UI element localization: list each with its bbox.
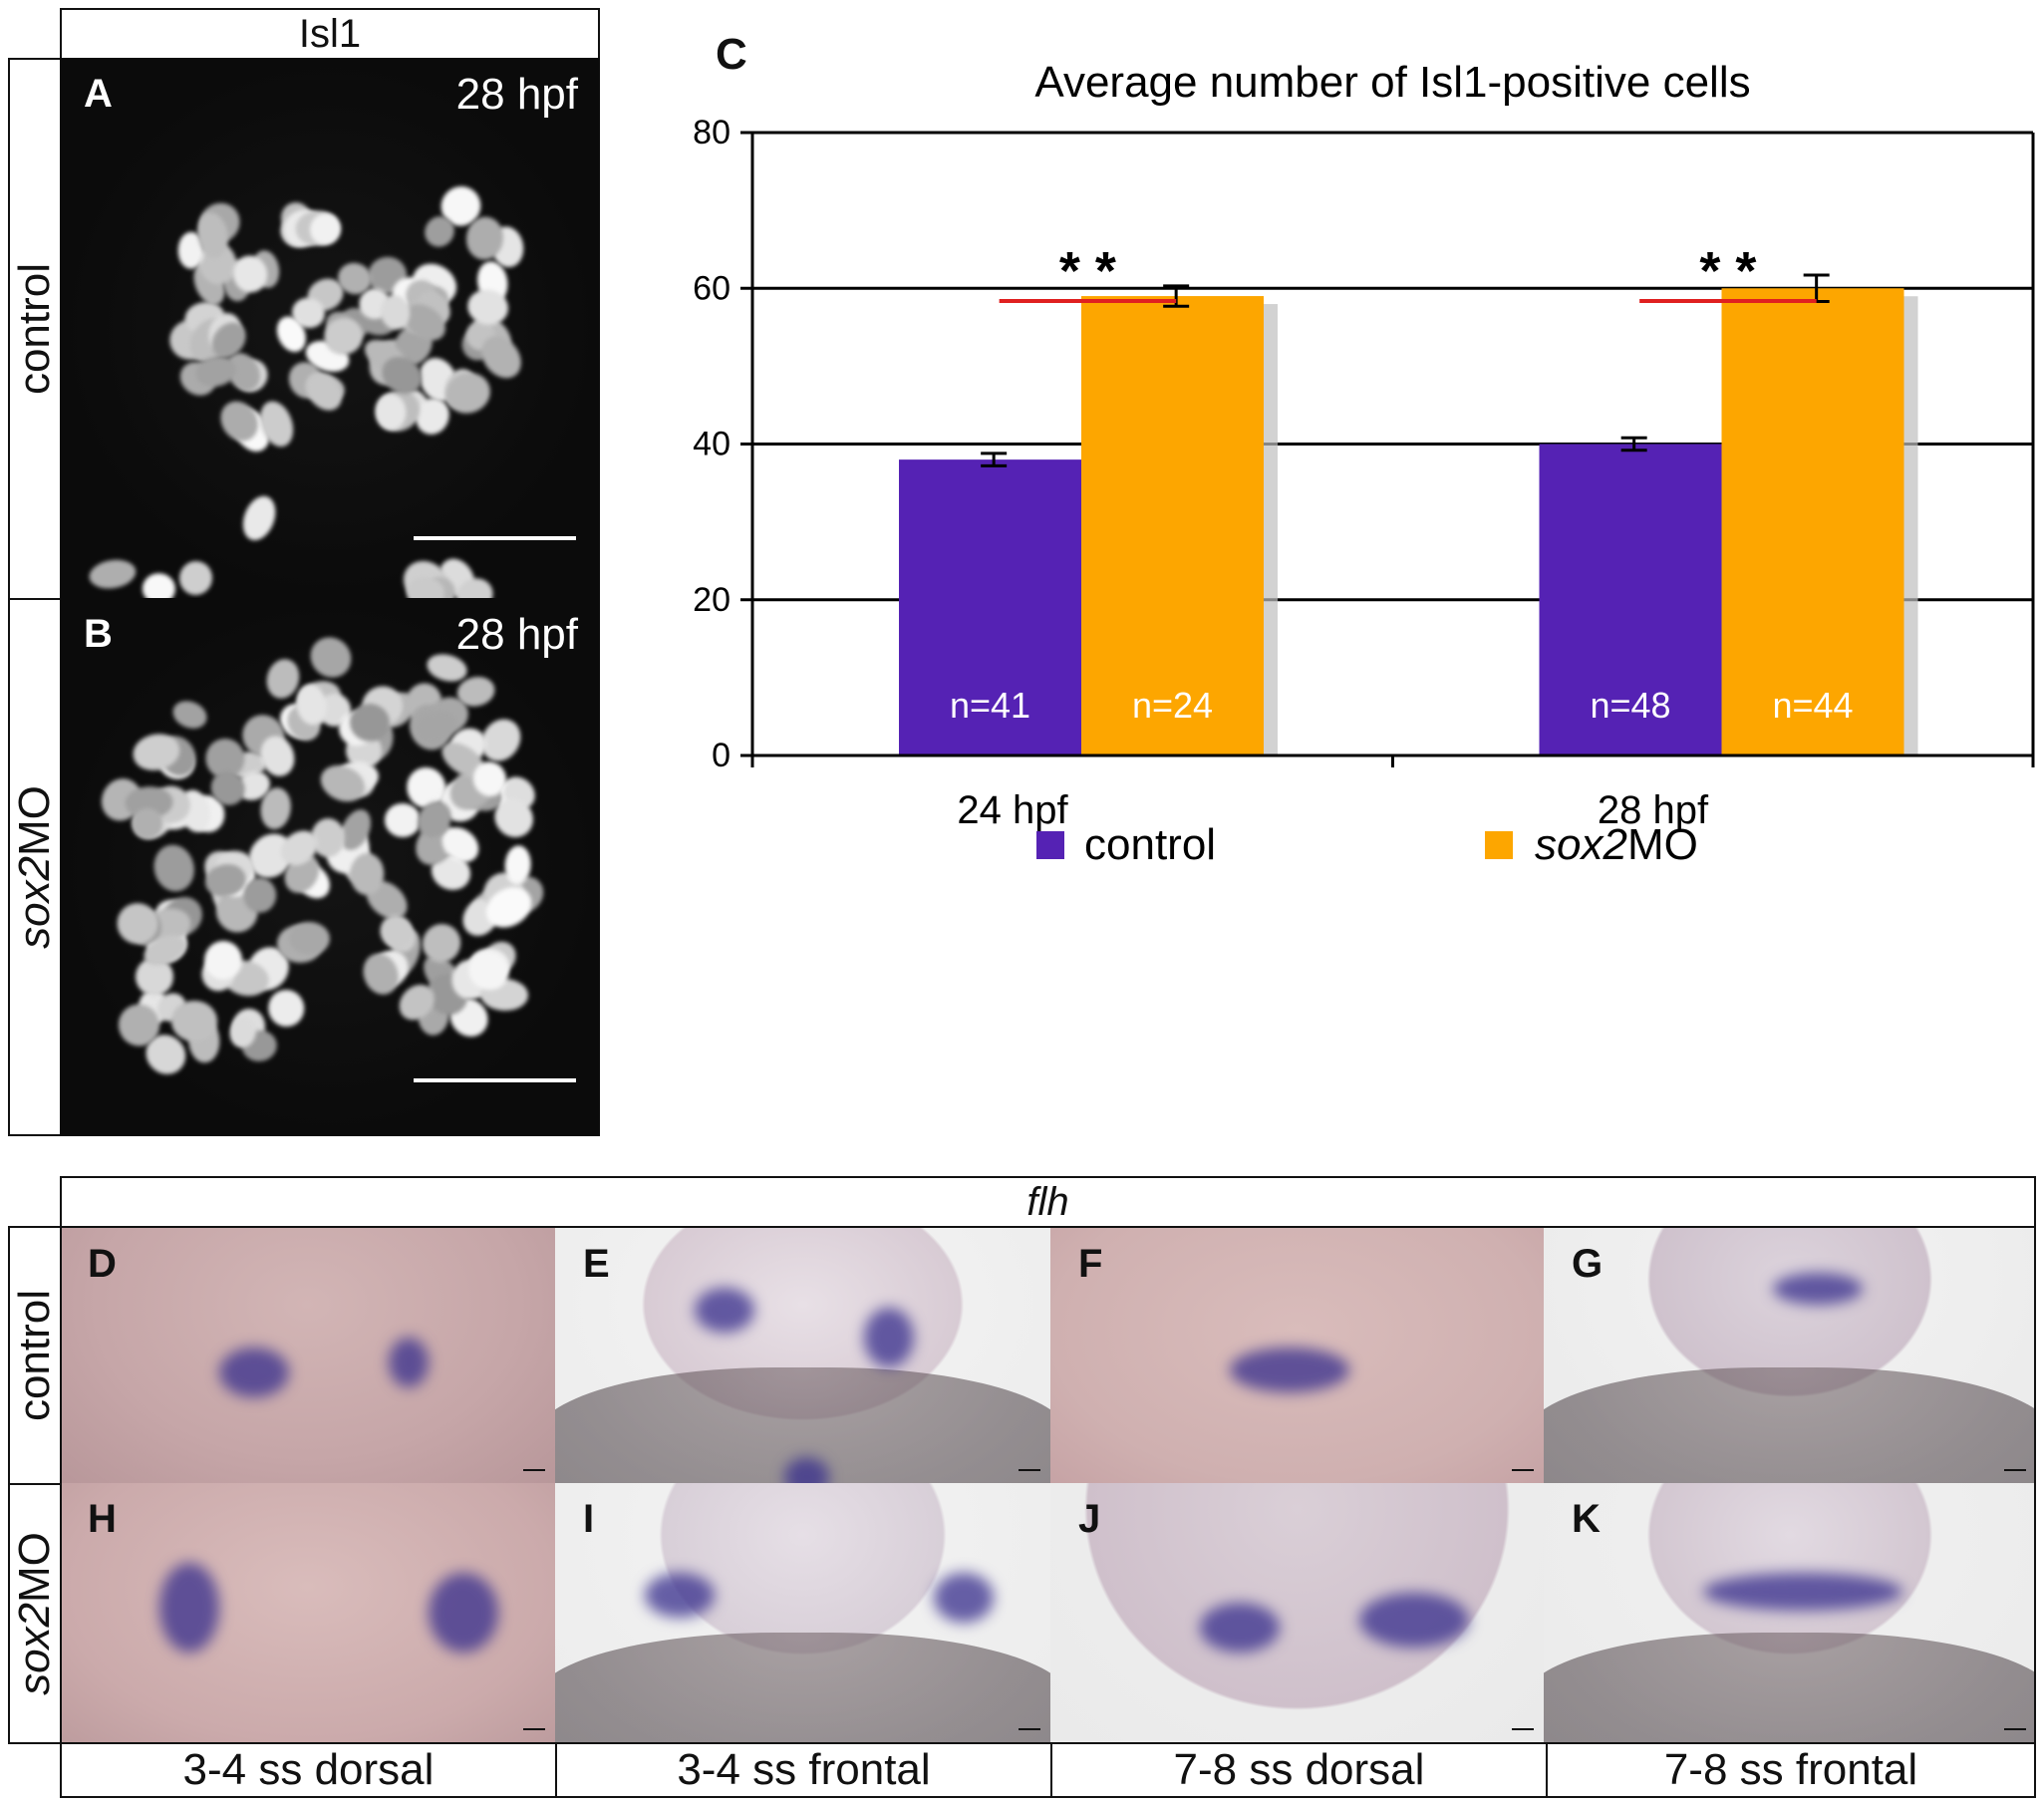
expression-stain <box>389 1338 429 1387</box>
nucleus <box>175 558 215 598</box>
expression-stain <box>695 1288 754 1333</box>
ish-panel-g: G <box>1544 1228 2036 1483</box>
ish-panel-f: F <box>1050 1228 1544 1483</box>
caption-row: 3-4 ss dorsal 3-4 ss frontal 7-8 ss dors… <box>60 1742 2036 1798</box>
y-tick-label: 60 <box>693 269 730 307</box>
panel-letter-f: F <box>1078 1242 1102 1287</box>
scale-bar <box>2004 1728 2026 1730</box>
row-label-control-top: control <box>8 58 62 600</box>
n-label: n=24 <box>1132 685 1213 726</box>
legend-swatch-control <box>1036 831 1064 859</box>
isl1-header-text: Isl1 <box>299 12 361 57</box>
n-label: n=41 <box>950 685 1030 726</box>
panel-letter-i: I <box>583 1497 594 1542</box>
caption-7-8-frontal: 7-8 ss frontal <box>1548 1744 2034 1796</box>
y-tick-label: 40 <box>693 426 730 463</box>
n-label: n=48 <box>1590 685 1670 726</box>
row-label-sox2mo-top: sox2MO <box>8 598 62 1136</box>
expression-stain <box>1703 1573 1902 1611</box>
scale-bar <box>1512 1469 1534 1471</box>
flh-row-header: flh <box>60 1176 2036 1228</box>
caption-3-4-frontal: 3-4 ss frontal <box>557 1744 1052 1796</box>
micrograph-panel-b: B 28 hpf <box>60 598 600 1136</box>
bar-shadow <box>1904 296 1918 755</box>
n-label: n=44 <box>1772 685 1853 726</box>
y-tick-label: 0 <box>712 737 730 774</box>
expression-stain <box>1773 1273 1863 1305</box>
nucleus <box>142 572 175 598</box>
ish-panel-e: E <box>555 1228 1050 1483</box>
nucleus <box>302 629 359 686</box>
significance-stars: * * <box>1699 241 1756 301</box>
scale-bar <box>2004 1469 2026 1471</box>
y-tick-label: 80 <box>693 114 730 151</box>
caption-7-8-dorsal: 7-8 ss dorsal <box>1052 1744 1548 1796</box>
expression-stain <box>1230 1348 1349 1392</box>
expression-stain <box>1200 1603 1280 1653</box>
row-label-sox2mo-bottom: sox2MO <box>8 1483 62 1744</box>
legend-label-sox2mo: sox2MO <box>1535 820 1698 869</box>
panel-letter-h: H <box>88 1497 117 1542</box>
row-label-control-bottom: control <box>8 1226 62 1485</box>
nucleus <box>87 556 138 591</box>
panel-a-time: 28 hpf <box>456 70 578 120</box>
scale-bar <box>523 1728 545 1730</box>
yolk-region <box>1544 1367 2036 1483</box>
y-tick-label: 20 <box>693 581 730 619</box>
row-label-control-bottom-text: control <box>10 1290 60 1421</box>
legend-label-control: control <box>1084 820 1216 869</box>
panel-letter-k: K <box>1572 1497 1601 1542</box>
expression-stain <box>159 1563 219 1653</box>
legend-swatch-sox2mo <box>1485 831 1513 859</box>
x-category-label: 24 hpf <box>957 788 1068 832</box>
expression-stain <box>645 1573 715 1618</box>
isl1-column-header: Isl1 <box>60 8 600 60</box>
ish-panel-k: K <box>1544 1483 2036 1742</box>
panel-letter-a: A <box>84 72 113 117</box>
row-label-sox2mo-bottom-text: sox2MO <box>10 1532 60 1695</box>
nucleus <box>264 987 307 1031</box>
expression-stain <box>429 1573 498 1653</box>
expression-stain <box>219 1348 289 1397</box>
expression-stain <box>1359 1593 1469 1648</box>
yolk-region <box>1544 1633 2036 1742</box>
scale-bar-a <box>414 536 576 540</box>
scale-bar <box>1512 1728 1534 1730</box>
scale-bar <box>1019 1469 1040 1471</box>
nucleus <box>171 1001 217 1042</box>
ish-panel-d: D <box>60 1228 555 1483</box>
scale-bar <box>1019 1728 1040 1730</box>
caption-3-4-dorsal: 3-4 ss dorsal <box>62 1744 557 1796</box>
nucleus <box>236 491 281 545</box>
scale-bar-b <box>414 1078 576 1082</box>
micrograph-panel-a: A 28 hpf <box>60 58 600 598</box>
nucleus <box>168 696 210 733</box>
ish-panel-h: H <box>60 1483 555 1742</box>
expression-stain <box>864 1308 914 1367</box>
panel-letter-e: E <box>583 1242 610 1287</box>
nucleus <box>243 877 277 913</box>
panel-letter-b: B <box>84 612 113 657</box>
nucleus <box>148 840 198 896</box>
ish-panel-i: I <box>555 1483 1050 1742</box>
row-label-control-text: control <box>10 263 60 395</box>
bar-shadow <box>1264 304 1278 755</box>
panel-letter-d: D <box>88 1242 117 1287</box>
panel-b-time: 28 hpf <box>456 610 578 660</box>
scale-bar <box>523 1469 545 1471</box>
panel-letter-j: J <box>1078 1497 1100 1542</box>
flh-header-text: flh <box>1026 1180 1068 1225</box>
panel-letter-g: G <box>1572 1242 1603 1287</box>
expression-stain <box>934 1573 994 1623</box>
significance-stars: * * <box>1059 241 1116 301</box>
chart-title: Average number of Isl1-positive cells <box>1034 58 1750 107</box>
row-label-sox2mo-text: sox2MO <box>10 785 60 949</box>
nucleus <box>384 802 422 838</box>
yolk-region <box>555 1633 1050 1742</box>
ish-panel-j: J <box>1050 1483 1544 1742</box>
bar-chart: Average number of Isl1-positive cells 0 20… <box>658 40 2044 1176</box>
